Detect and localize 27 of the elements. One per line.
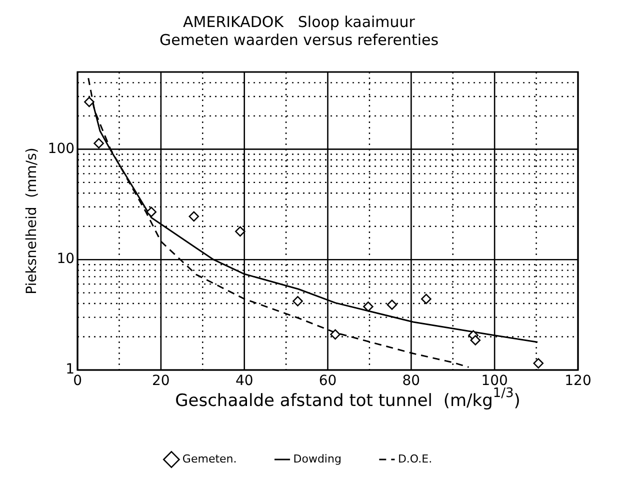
x-tick-label: 80: [402, 373, 420, 390]
y-tick-label: 100: [48, 140, 75, 157]
point: [386, 300, 398, 310]
point: [235, 226, 246, 237]
chart-subtitle: Gemeten waarden versus referenties: [159, 30, 439, 49]
point: [292, 296, 303, 306]
point: [84, 96, 94, 108]
x-tick-label: 60: [318, 373, 337, 390]
y-axis-title: Pieksnelheid (mm/s): [24, 148, 40, 294]
x-tick-label: 40: [235, 373, 254, 390]
x-tick-label: 120: [564, 373, 592, 390]
chart-title: AMERIKADOK Sloop kaaimuur: [183, 12, 416, 31]
point: [470, 335, 481, 346]
legend-label: D.O.E.: [398, 452, 432, 466]
legend-label: Dowding: [293, 452, 342, 466]
y-tick-label: 1: [66, 362, 75, 378]
point: [421, 294, 432, 304]
y-tick-label: 10: [56, 251, 75, 268]
x-tick-label: 20: [152, 373, 170, 390]
x-tick-label: 0: [73, 373, 82, 390]
legend-label: Gemeten.: [182, 452, 237, 466]
point: [94, 138, 104, 148]
point: [146, 206, 156, 218]
point: [533, 358, 544, 368]
point: [330, 329, 340, 340]
point: [188, 211, 200, 222]
point: [363, 301, 374, 312]
